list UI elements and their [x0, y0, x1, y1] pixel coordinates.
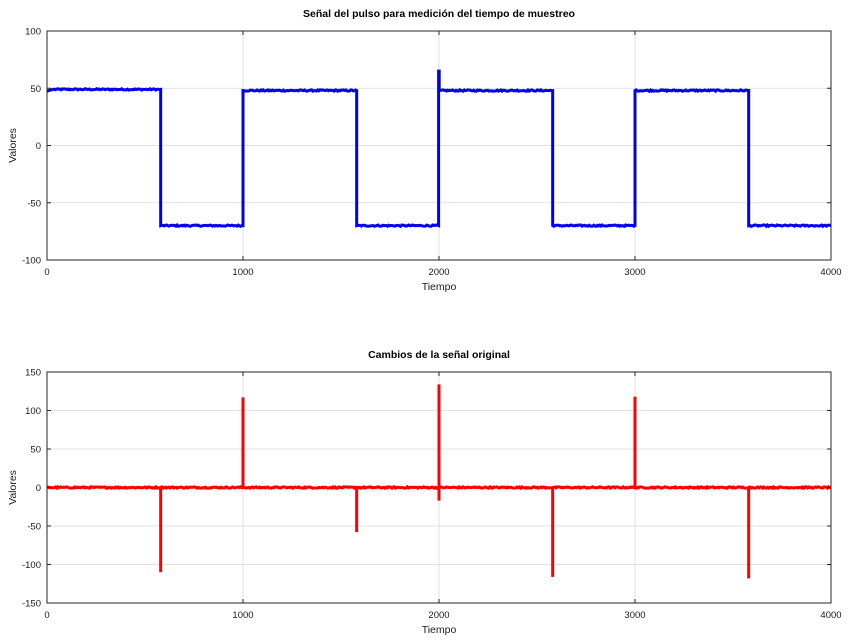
subplot-bottom-ticks: 0 1000 2000 3000 4000 -150 -100 -50 0 50 100 150	[22, 368, 842, 622]
subplot-bottom-xtick-label-3: 3000	[624, 610, 645, 621]
subplot-top-ytick-label-2: 0	[36, 141, 41, 152]
subplot-top-series	[46, 69, 832, 229]
subplot-bottom-xlabel: Tiempo	[422, 624, 457, 636]
subplot-top-xtick-label-0: 0	[44, 267, 49, 278]
subplot-bottom-ytick-label-2: -50	[27, 522, 41, 533]
subplot-top-ticks: 0 1000 2000 3000 4000 -100 -50 0 50 100	[22, 27, 842, 279]
subplot-top-xlabel: Tiempo	[422, 281, 457, 293]
subplot-top-ytick-label-1: -50	[27, 198, 41, 209]
subplot-bottom: Cambios de la señal original 0 1000 2000 30…	[7, 349, 842, 636]
subplot-top-series-line-0	[46, 69, 832, 229]
subplot-top: Señal del pulso para medición del tiempo…	[7, 8, 842, 293]
subplot-bottom-ytick-label-6: 150	[25, 368, 41, 379]
subplot-top-ylabel: Valores	[7, 128, 19, 163]
subplot-top-ytick-label-0: -100	[22, 256, 41, 267]
subplot-bottom-title: Cambios de la señal original	[368, 349, 510, 361]
subplot-top-xtick-label-1: 1000	[232, 267, 253, 278]
subplot-bottom-ytick-label-1: -100	[22, 560, 41, 571]
subplot-bottom-xtick-label-0: 0	[44, 610, 49, 621]
subplot-bottom-series	[46, 384, 832, 579]
subplot-top-xtick-label-3: 3000	[624, 267, 645, 278]
subplot-top-title: Señal del pulso para medición del tiempo…	[303, 8, 575, 20]
subplot-top-ytick-label-3: 50	[30, 84, 41, 95]
subplot-bottom-xtick-label-4: 4000	[820, 610, 841, 621]
subplot-bottom-series-line-0	[46, 384, 832, 579]
subplot-top-xtick-label-4: 4000	[820, 267, 841, 278]
subplot-bottom-ytick-label-5: 100	[25, 406, 41, 417]
subplot-bottom-ylabel: Valores	[7, 470, 19, 505]
subplot-bottom-ytick-label-0: -150	[22, 599, 41, 610]
subplot-top-xtick-label-2: 2000	[428, 267, 449, 278]
subplot-bottom-ytick-label-4: 50	[30, 445, 41, 456]
subplot-bottom-xtick-label-2: 2000	[428, 610, 449, 621]
subplot-bottom-ytick-label-3: 0	[36, 483, 41, 494]
subplot-top-ytick-label-4: 100	[25, 27, 41, 38]
subplot-bottom-xtick-label-1: 1000	[232, 610, 253, 621]
